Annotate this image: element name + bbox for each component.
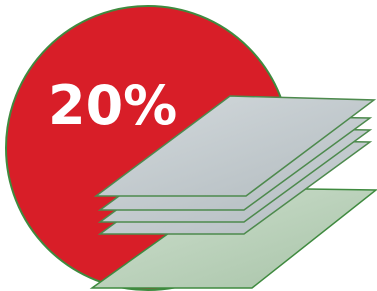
page: 20% (() => { const data = JSON.parse(doc… [0, 0, 377, 291]
illustration: 20% [0, 0, 377, 291]
badge-label: 20% [48, 74, 177, 137]
